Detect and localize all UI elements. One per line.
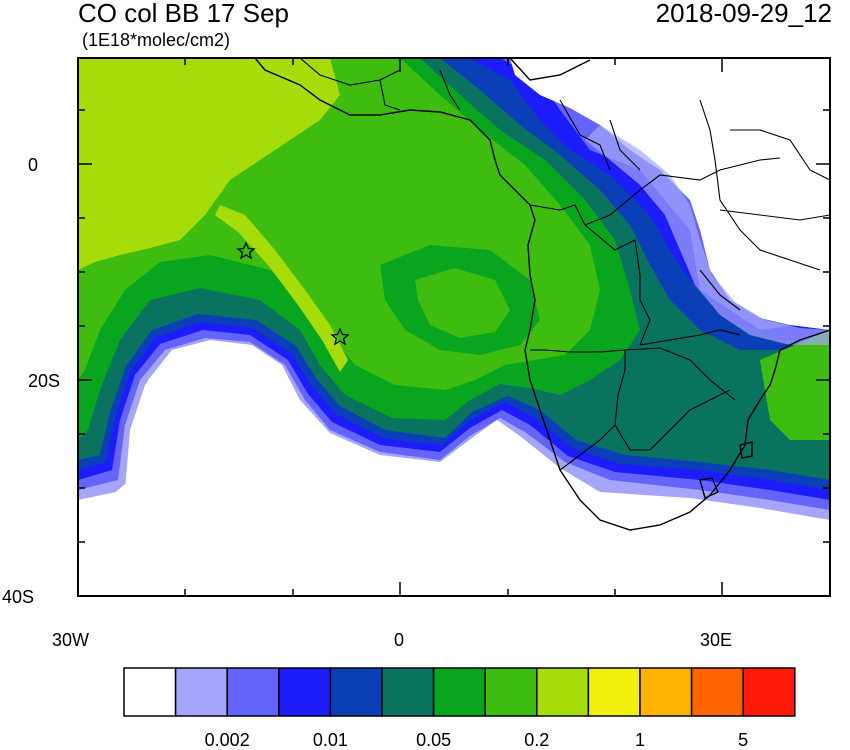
map-title: CO col BB 17 Sep xyxy=(78,0,289,28)
colorbar-swatch xyxy=(484,667,538,717)
colorbar-label: 0.002 xyxy=(204,730,250,750)
colorbar-swatch xyxy=(226,667,280,717)
coastlines xyxy=(254,58,830,531)
y-tick-label-20s: 20S xyxy=(28,371,61,391)
star-marker-2 xyxy=(330,327,350,346)
co-clear-south-atlantic xyxy=(78,340,830,596)
marker-stars xyxy=(236,241,350,346)
co-contour-yellowgreen xyxy=(78,58,340,270)
colorbar-swatch xyxy=(690,667,744,717)
colorbar xyxy=(123,667,796,717)
colorbar-swatch xyxy=(536,667,590,717)
top-ticks xyxy=(77,58,723,72)
colorbar-label: 1 xyxy=(634,730,645,750)
co-contour-yellowgreen-band xyxy=(215,205,348,372)
colorbar-swatch xyxy=(587,667,641,717)
valid-datetime: 2018-09-29_12 xyxy=(655,0,832,28)
x-tick-label-30e: 30E xyxy=(700,630,733,650)
colorbar-swatch xyxy=(174,667,228,717)
left-ticks xyxy=(78,109,92,597)
map-frame xyxy=(77,57,831,597)
bottom-ticks xyxy=(77,582,831,596)
colorbar-swatch xyxy=(329,667,383,717)
units-label: (1E18*molec/cm2) xyxy=(82,30,231,50)
colorbar-swatch xyxy=(432,667,486,717)
y-tick-label-0: 0 xyxy=(28,155,39,175)
co-clear-north-africa xyxy=(510,58,830,330)
right-ticks xyxy=(816,109,830,543)
colorbar-label: 0.01 xyxy=(312,730,348,750)
colorbar-label: 0.2 xyxy=(524,730,550,750)
x-tick-label-0: 0 xyxy=(394,630,405,650)
country-borders xyxy=(299,58,830,471)
x-tick-label-30w: 30W xyxy=(52,630,90,650)
colorbar-label: 5 xyxy=(738,730,749,750)
colorbar-label: 0.05 xyxy=(416,730,452,750)
colorbar-swatch xyxy=(123,667,177,717)
colorbar-swatch xyxy=(381,667,435,717)
colorbar-swatch xyxy=(278,667,332,717)
colorbar-swatch xyxy=(742,667,796,717)
colorbar-swatch xyxy=(639,667,693,717)
co-contour-lightblue-east xyxy=(585,125,830,345)
co-contour-lightgreen-interior xyxy=(415,268,510,338)
co-field xyxy=(78,58,830,596)
y-tick-label-40s: 40S xyxy=(2,587,35,607)
star-marker-1 xyxy=(236,241,256,260)
